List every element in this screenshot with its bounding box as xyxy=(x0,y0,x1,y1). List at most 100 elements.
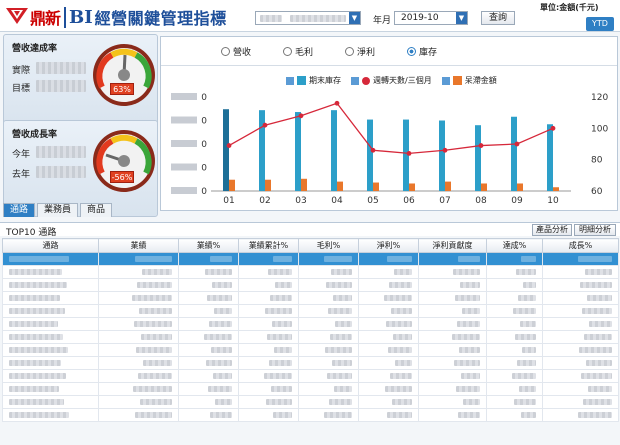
table-cell xyxy=(98,291,179,305)
obscured-value xyxy=(133,386,172,392)
kpi-row-value xyxy=(36,166,86,178)
table-cell xyxy=(98,408,179,422)
table-cell xyxy=(178,343,239,357)
table-cell xyxy=(486,317,543,331)
checkbox-icon[interactable] xyxy=(441,76,450,85)
legend-ending-inventory[interactable]: 期末庫存 xyxy=(286,75,341,86)
table-row[interactable] xyxy=(2,330,619,344)
table-row[interactable] xyxy=(2,291,619,305)
checkbox-icon[interactable] xyxy=(351,76,359,85)
chevron-down-icon[interactable]: ▼ xyxy=(349,12,360,24)
radio-revenue[interactable]: 營收 xyxy=(221,45,251,58)
table-row[interactable] xyxy=(2,265,619,279)
obscured-value xyxy=(9,295,60,301)
tab-channel[interactable]: 通路 xyxy=(3,203,36,217)
col-header[interactable]: 淨利% xyxy=(358,238,419,253)
table-cell xyxy=(238,291,299,305)
table-row[interactable] xyxy=(2,252,619,266)
obscured-value xyxy=(387,412,412,418)
table-row[interactable] xyxy=(2,369,619,383)
obscured-value xyxy=(578,412,612,418)
col-header[interactable]: 業績累計% xyxy=(238,238,299,253)
query-button[interactable]: 查詢 xyxy=(481,11,515,25)
table-cell xyxy=(542,291,619,305)
table-cell xyxy=(2,408,99,422)
radio-icon xyxy=(345,47,355,56)
obscured-value xyxy=(458,256,480,262)
y-left-tick-blur xyxy=(171,116,197,124)
table-row[interactable] xyxy=(2,317,619,331)
table-cell xyxy=(298,382,359,396)
company-select[interactable]: ▼ xyxy=(255,11,361,25)
kpi-row-value xyxy=(36,80,86,92)
table-cell xyxy=(358,291,419,305)
y-right-tick-label: 100 xyxy=(591,124,608,134)
kpi-row-label: 目標 xyxy=(12,84,31,94)
obscured-value xyxy=(268,269,292,275)
tab-product[interactable]: 商品 xyxy=(80,203,113,217)
table-cell xyxy=(486,369,543,383)
table-cell xyxy=(358,317,419,331)
obscured-value xyxy=(387,256,412,262)
obscured-value xyxy=(215,399,232,405)
table-row[interactable] xyxy=(2,382,619,396)
tab-salesperson[interactable]: 業務員 xyxy=(37,203,79,217)
col-header[interactable]: 業績 xyxy=(98,238,179,253)
col-header[interactable]: 業績% xyxy=(178,238,239,253)
table-cell xyxy=(2,278,99,292)
obscured-value xyxy=(270,295,292,301)
table-row[interactable] xyxy=(2,395,619,409)
table-cell xyxy=(418,408,487,422)
legend-turnover-days[interactable]: 週轉天數/三個月 xyxy=(351,75,432,86)
col-header[interactable]: 通路 xyxy=(2,238,99,253)
table-cell xyxy=(298,304,359,318)
obscured-value xyxy=(579,347,612,353)
table-row[interactable] xyxy=(2,356,619,370)
obscured-value xyxy=(134,321,172,327)
table-cell xyxy=(486,356,543,370)
checkbox-icon[interactable] xyxy=(286,76,294,85)
radio-gross-profit[interactable]: 毛利 xyxy=(283,45,313,58)
obscured-value xyxy=(516,269,536,275)
obscured-value xyxy=(458,412,480,418)
legend-slow-moving[interactable]: 呆滯金額 xyxy=(441,75,497,86)
logo: 鼎新 BI 經營關鍵管理指標 xyxy=(6,5,227,29)
obscured-value xyxy=(394,269,412,275)
kpi-row-value xyxy=(36,62,86,74)
col-header[interactable]: 達成% xyxy=(486,238,543,253)
obscured-value xyxy=(9,360,61,366)
table-cell xyxy=(178,330,239,344)
bar-slow-moving xyxy=(409,183,415,191)
obscured-value xyxy=(135,256,172,262)
table-row[interactable] xyxy=(2,343,619,357)
table-row[interactable] xyxy=(2,304,619,318)
detail-analysis-button[interactable]: 明細分析 xyxy=(574,224,616,236)
obscured-value xyxy=(390,373,412,379)
year-month-select[interactable]: 2019-10 ▼ xyxy=(394,11,468,25)
table-row[interactable] xyxy=(2,278,619,292)
obscured-value xyxy=(9,347,68,353)
table-cell xyxy=(298,291,359,305)
radio-inventory[interactable]: 庫存 xyxy=(407,45,437,58)
product-analysis-button[interactable]: 產品分析 xyxy=(532,224,572,236)
top-bar: 鼎新 BI 經營關鍵管理指標 ▼ 年月 2019-10 ▼ 查詢 單位:金額(千… xyxy=(0,0,620,32)
col-header[interactable]: 成長% xyxy=(542,238,619,253)
table-cell xyxy=(542,369,619,383)
y-right-tick-label: 120 xyxy=(591,93,608,103)
legend-label: 呆滯金額 xyxy=(464,76,497,85)
col-header[interactable]: 毛利% xyxy=(298,238,359,253)
table-cell xyxy=(2,395,99,409)
ytd-button[interactable]: YTD xyxy=(586,17,614,31)
chevron-down-icon[interactable]: ▼ xyxy=(456,12,467,24)
table-row[interactable] xyxy=(2,408,619,422)
table-cell xyxy=(418,304,487,318)
radio-net-profit[interactable]: 淨利 xyxy=(345,45,375,58)
table-cell xyxy=(178,278,239,292)
col-header[interactable]: 淨利貢獻度 xyxy=(418,238,487,253)
table-cell xyxy=(98,369,179,383)
obscured-value xyxy=(452,334,480,340)
table-cell xyxy=(238,252,299,266)
table-cell xyxy=(418,382,487,396)
bar-slow-moving xyxy=(337,181,343,191)
bar-slow-moving xyxy=(301,178,307,191)
